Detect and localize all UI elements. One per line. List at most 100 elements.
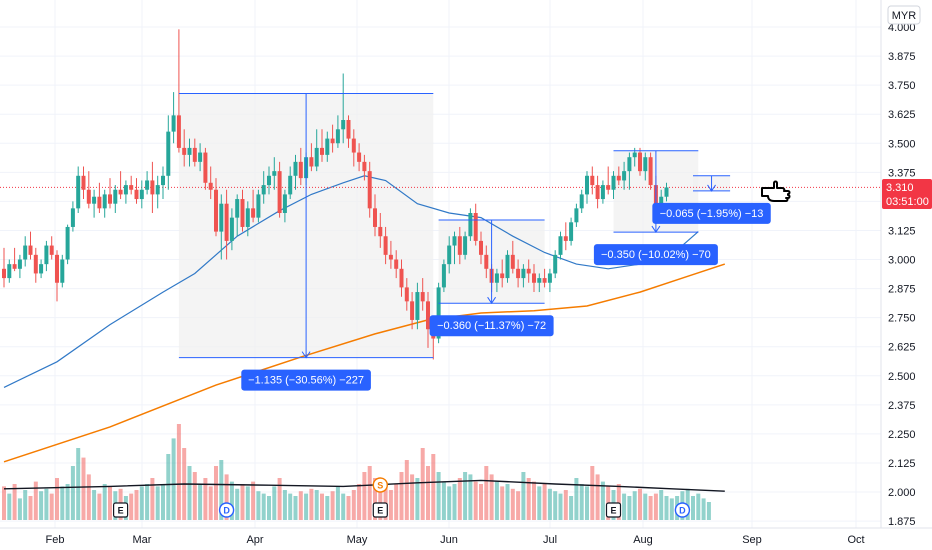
volume-bar [298, 491, 303, 520]
volume-bar [325, 496, 330, 520]
candle-body [606, 185, 611, 190]
volume-bar [532, 481, 536, 520]
candle-body [537, 278, 542, 283]
candle-body [76, 175, 81, 209]
event-marker-e [605, 502, 622, 518]
volume-bar [81, 457, 86, 520]
volume-bar [494, 481, 499, 520]
candle-body [176, 115, 181, 148]
candle-body [479, 240, 483, 255]
candle-body [229, 217, 234, 241]
y-tick-label: 2.750 [888, 313, 916, 325]
candle-body [113, 189, 118, 204]
volume-bar [251, 481, 256, 520]
candle-body [627, 157, 632, 172]
volume-bar [282, 490, 287, 520]
x-tick-label: Oct [847, 534, 864, 546]
candle-body [261, 185, 266, 195]
y-tick-label: 4.000 [888, 22, 916, 34]
volume-bar [622, 493, 627, 520]
volume-bar [426, 466, 430, 520]
volume-bar [659, 490, 664, 520]
candle-body [203, 152, 208, 183]
candle-body [7, 264, 12, 279]
time-axis[interactable]: Feb Mar Apr May Jun Jul Aug Sep Oct [0, 527, 932, 550]
x-tick-label: May [347, 534, 368, 546]
candle-body [585, 175, 589, 195]
volume-bar [600, 481, 605, 520]
candle-body [526, 268, 531, 274]
y-tick-label: 3.500 [888, 138, 916, 150]
y-tick-label: 2.250 [888, 429, 916, 441]
candle-body [494, 273, 499, 283]
candle-body [65, 226, 70, 260]
candle-body [452, 236, 457, 246]
y-tick-label: 2.500 [888, 371, 916, 383]
volume-bar [166, 454, 171, 520]
volume-bar [245, 486, 250, 520]
x-tick-label: Jun [440, 534, 458, 546]
measurements[interactable]: −1.135 (−30.56%) −227 −0.360 (−11.37%) −7… [178, 92, 771, 391]
volume-bar [537, 486, 542, 520]
candle-body [187, 147, 192, 155]
volume-bar [92, 490, 97, 520]
candle-body [373, 208, 377, 227]
candle-body [404, 287, 409, 302]
candle-body [415, 292, 420, 320]
measure-label-box [429, 315, 554, 337]
volume-bar [261, 493, 266, 520]
event-markers[interactable]: E D S E E D [112, 477, 691, 518]
candle-body [542, 278, 547, 283]
volume-bar [293, 496, 298, 520]
candle-body [150, 180, 155, 195]
measure-label: −0.350 (−10.02%) −70 [601, 249, 711, 261]
volume-bars [2, 424, 711, 520]
volume-bar [272, 486, 277, 520]
volume-bar [473, 481, 478, 520]
event-letter: E [377, 506, 383, 516]
candle-body [134, 189, 139, 200]
candle-body [145, 180, 150, 190]
candle-body [81, 175, 86, 190]
volume-bar [198, 484, 203, 520]
volume-bar [2, 486, 6, 520]
volume-bar [17, 498, 22, 520]
volume-bar [314, 490, 319, 520]
candle-body [659, 196, 664, 209]
candle-body [574, 208, 579, 223]
candle-body [55, 254, 59, 283]
volume-bar [373, 478, 377, 520]
volume-bar [627, 496, 632, 520]
volume-bar [616, 484, 621, 520]
volume-bar [108, 486, 112, 520]
volume-bar [309, 488, 314, 520]
volume-bar [457, 478, 462, 520]
volume-bar [304, 493, 309, 520]
volume-bar [134, 490, 139, 520]
volume-bar [388, 490, 393, 520]
volume-bar [595, 474, 600, 520]
currency-badge[interactable]: MYR [887, 5, 921, 25]
volume-bar [346, 496, 351, 520]
currency-label: MYR [892, 10, 917, 22]
measure-arrowhead [707, 184, 716, 192]
candle-body [198, 152, 203, 162]
candle-body [616, 175, 621, 181]
volume-bar [240, 484, 245, 520]
y-tick-label: 2.625 [888, 342, 916, 354]
volume-bar [706, 502, 711, 520]
candle-body [129, 185, 134, 190]
volume-bar [394, 484, 399, 520]
x-tick-label: Sep [742, 534, 762, 546]
price-axis[interactable]: 4.0003.8753.7503.6253.5003.3753.2503.125… [880, 0, 932, 528]
candle-body [282, 194, 287, 213]
volume-bar [526, 478, 531, 520]
volume-bar [669, 498, 674, 520]
y-tick-label: 2.375 [888, 400, 916, 412]
volume-bar [33, 481, 38, 520]
y-tick-label: 2.000 [888, 487, 916, 499]
volume-bar [664, 496, 669, 520]
volume-bar [569, 496, 574, 520]
volume-bar [632, 491, 637, 520]
